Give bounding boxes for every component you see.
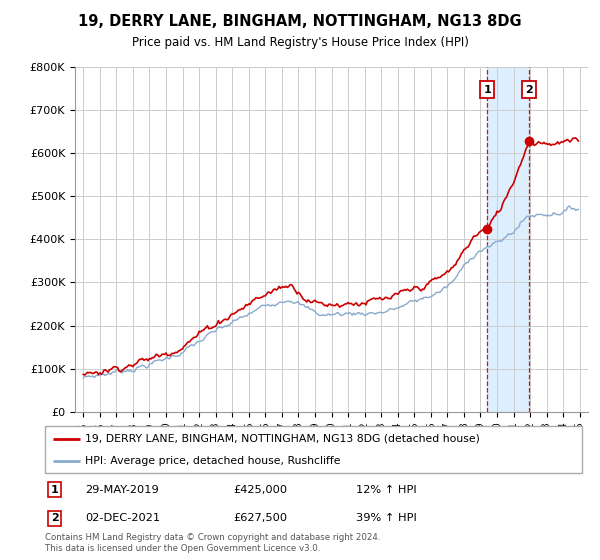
Text: HPI: Average price, detached house, Rushcliffe: HPI: Average price, detached house, Rush… xyxy=(85,456,341,466)
Text: £425,000: £425,000 xyxy=(233,485,287,495)
Text: 19, DERRY LANE, BINGHAM, NOTTINGHAM, NG13 8DG: 19, DERRY LANE, BINGHAM, NOTTINGHAM, NG1… xyxy=(78,14,522,29)
Text: 29-MAY-2019: 29-MAY-2019 xyxy=(85,485,159,495)
FancyBboxPatch shape xyxy=(45,426,582,473)
Bar xyxy=(487,67,529,412)
Text: Contains HM Land Registry data © Crown copyright and database right 2024.
This d: Contains HM Land Registry data © Crown c… xyxy=(45,533,380,553)
Text: Price paid vs. HM Land Registry's House Price Index (HPI): Price paid vs. HM Land Registry's House … xyxy=(131,36,469,49)
Text: 02-DEC-2021: 02-DEC-2021 xyxy=(85,513,160,523)
Text: 2: 2 xyxy=(525,85,533,95)
Text: 1: 1 xyxy=(51,485,59,495)
Text: 39% ↑ HPI: 39% ↑ HPI xyxy=(356,513,418,523)
Text: 12% ↑ HPI: 12% ↑ HPI xyxy=(356,485,417,495)
Text: £627,500: £627,500 xyxy=(233,513,287,523)
Text: 2: 2 xyxy=(51,513,59,523)
Text: 19, DERRY LANE, BINGHAM, NOTTINGHAM, NG13 8DG (detached house): 19, DERRY LANE, BINGHAM, NOTTINGHAM, NG1… xyxy=(85,434,480,444)
Text: 1: 1 xyxy=(484,85,491,95)
